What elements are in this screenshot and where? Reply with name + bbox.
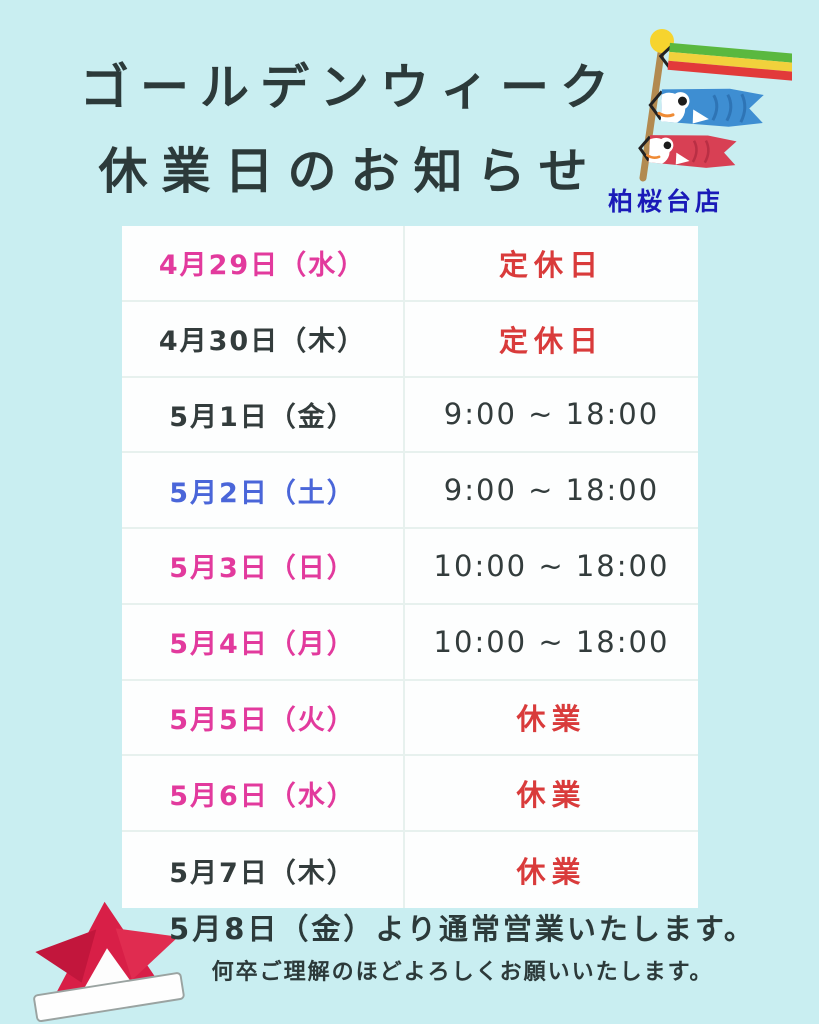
- footer-line2: 何卒ご理解のほどよろしくお願いいたします。: [211, 960, 714, 985]
- table-row: 4月29日（水） 定休日: [122, 226, 698, 302]
- table-row: 5月6日（水） 休業: [122, 756, 698, 833]
- kabuto-icon: [33, 901, 185, 1023]
- date-cell: 5月1日（金）: [122, 377, 405, 452]
- date-cell: 4月30日（木）: [122, 301, 405, 376]
- status-cell: 休業: [516, 778, 587, 813]
- schedule-table: 4月29日（水） 定休日 4月30日（木） 定休日 5月1日（金） 9:00 ~…: [122, 226, 698, 908]
- date-cell: 5月2日（土）: [122, 453, 405, 528]
- koinobori-icon: [638, 29, 792, 182]
- status-cell: 休業: [516, 855, 587, 889]
- date-cell: 5月4日（月）: [122, 604, 405, 679]
- table-row: 5月2日（土） 9:00 ~ 18:00: [122, 453, 698, 530]
- date-cell: 5月7日（木）: [122, 832, 405, 908]
- table-row: 4月30日（木） 定休日: [122, 301, 698, 378]
- status-cell: 10:00 ~ 18:00: [433, 548, 670, 583]
- status-cell: 定休日: [498, 247, 604, 282]
- footer-line1: 5月8日（金）より通常営業いたします。: [169, 912, 756, 946]
- table-row: 5月3日（日） 10:00 ~ 18:00: [122, 529, 698, 605]
- table-row: 5月7日（木） 休業: [122, 832, 698, 908]
- status-cell: 10:00 ~ 18:00: [433, 624, 670, 659]
- status-cell: 9:00 ~ 18:00: [443, 397, 660, 432]
- date-cell: 4月29日（水）: [122, 226, 405, 300]
- table-row: 5月5日（火） 休業: [122, 680, 698, 757]
- footer-notice: 5月8日（金）より通常営業いたします。 何卒ご理解のほどよろしくお願いいたします…: [140, 904, 785, 992]
- page-title-line2: 休業日のお知らせ: [98, 143, 602, 200]
- status-cell: 9:00 ~ 18:00: [443, 473, 660, 508]
- table-row: 5月4日（月） 10:00 ~ 18:00: [122, 604, 698, 681]
- status-cell: 休業: [516, 702, 587, 737]
- header: ゴールデンウィーク 休業日のお知らせ: [0, 0, 819, 226]
- status-cell: 定休日: [498, 323, 604, 358]
- date-cell: 5月3日（日）: [122, 529, 405, 603]
- date-cell: 5月6日（水）: [122, 756, 405, 831]
- store-name: 柏桜台店: [608, 187, 725, 216]
- date-cell: 5月5日（火）: [122, 680, 405, 755]
- page-title-line1: ゴールデンウィーク: [79, 59, 620, 116]
- table-row: 5月1日（金） 9:00 ~ 18:00: [122, 377, 698, 454]
